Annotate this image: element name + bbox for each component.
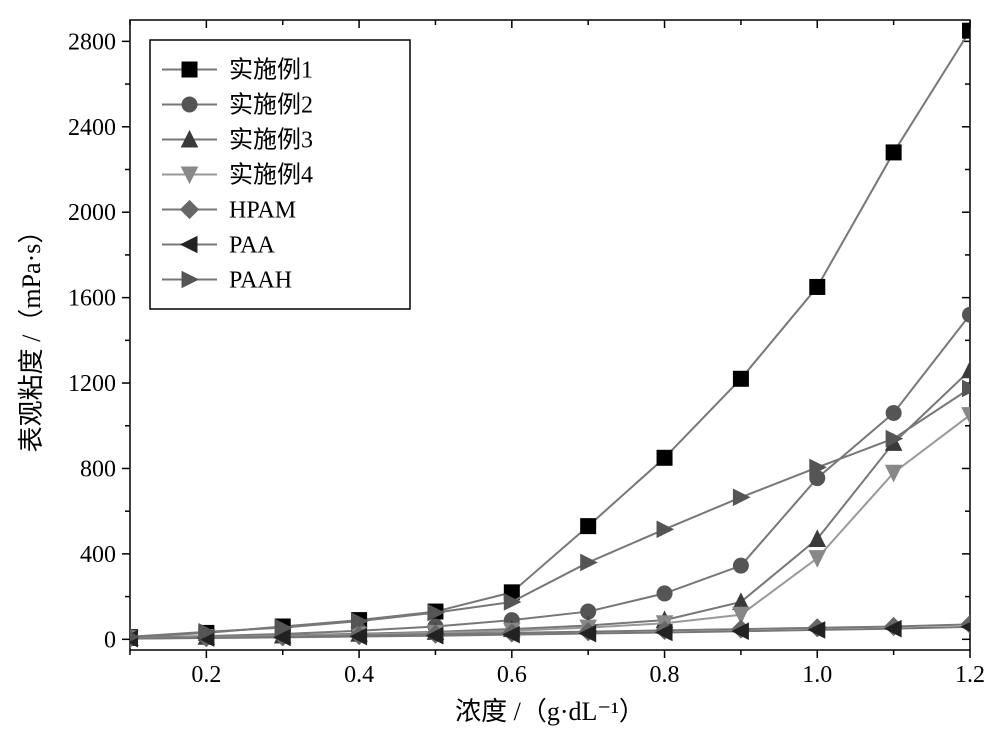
svg-text:1600: 1600 [68,286,116,312]
svg-text:实施例4: 实施例4 [229,162,313,189]
svg-text:2800: 2800 [68,29,116,55]
svg-text:实施例2: 实施例2 [229,92,313,119]
svg-text:PAA: PAA [229,233,275,259]
svg-text:0.8: 0.8 [650,662,680,688]
svg-text:1200: 1200 [68,371,116,397]
svg-text:2400: 2400 [68,115,116,141]
viscosity-concentration-chart: 0.2 0.4 0.6 0.8 1.0 1.2 0 400 800 1200 1600 2000 240… [0,0,1000,740]
svg-text:800: 800 [80,456,116,482]
svg-text:PAAH: PAAH [229,268,292,294]
svg-text:2000: 2000 [68,200,116,226]
svg-text:1.2: 1.2 [955,662,985,688]
svg-text:1.0: 1.0 [802,662,832,688]
svg-text:实施例3: 实施例3 [229,127,313,154]
svg-text:0: 0 [104,627,116,653]
svg-text:0.6: 0.6 [497,662,527,688]
svg-text:表观粘度 /（mPa·s）: 表观粘度 /（mPa·s） [17,218,46,453]
svg-text:0.4: 0.4 [344,662,374,688]
svg-text:0.2: 0.2 [191,662,221,688]
chart-svg: 0.2 0.4 0.6 0.8 1.0 1.2 0 400 800 1200 1600 2000 240… [0,0,1000,740]
svg-text:浓度 /（g·dL⁻¹）: 浓度 /（g·dL⁻¹） [455,697,645,726]
svg-text:400: 400 [80,542,116,568]
svg-text:实施例1: 实施例1 [229,57,313,84]
svg-text:HPAM: HPAM [229,198,296,224]
